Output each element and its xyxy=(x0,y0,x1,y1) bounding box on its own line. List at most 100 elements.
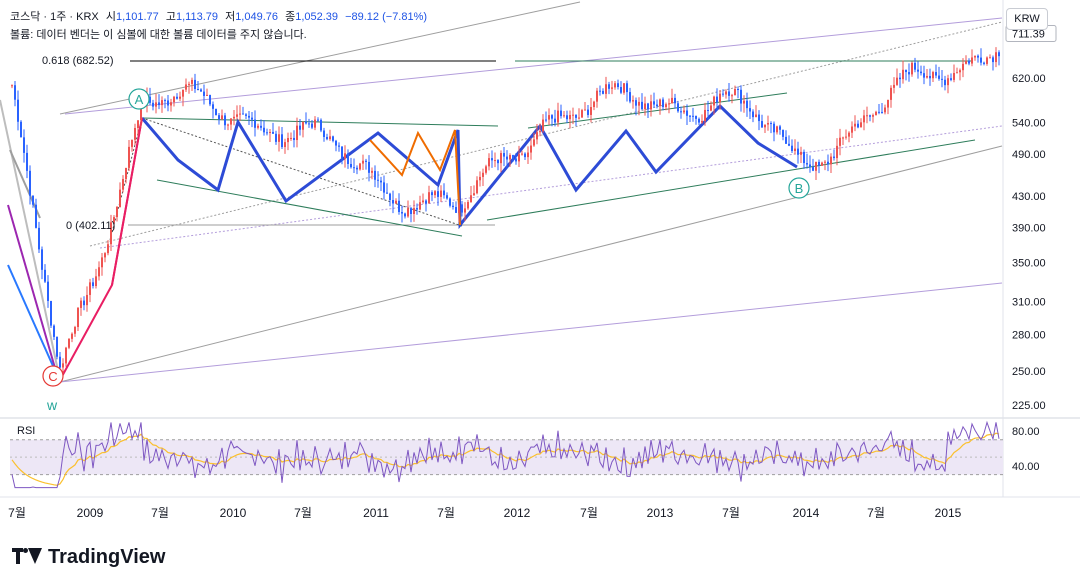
candle xyxy=(44,264,46,284)
candle xyxy=(686,104,688,126)
candle xyxy=(185,78,187,93)
candle xyxy=(842,136,844,145)
channel-line xyxy=(486,139,976,221)
currency-button[interactable]: KRW xyxy=(1006,8,1048,30)
candle xyxy=(638,97,640,116)
candle xyxy=(155,93,157,114)
time-tick-label: 2013 xyxy=(647,506,674,520)
time-tick-label: 7월 xyxy=(722,506,740,520)
candle xyxy=(734,85,736,96)
candle xyxy=(767,115,769,131)
candle xyxy=(905,69,907,81)
high-label: 고 xyxy=(165,11,176,23)
candle xyxy=(518,145,520,167)
candle xyxy=(785,130,787,145)
candle xyxy=(98,261,100,281)
candle xyxy=(227,123,229,131)
candle xyxy=(689,114,691,122)
dotted-line xyxy=(109,117,143,241)
candle xyxy=(233,110,235,126)
candle xyxy=(758,110,760,131)
candle xyxy=(956,67,958,74)
candle xyxy=(245,113,247,120)
volume-note: 볼륨: 데이터 벤더는 이 심볼에 대한 볼륨 데이터를 주지 않습니다. xyxy=(10,29,307,41)
candle xyxy=(263,120,265,136)
candle xyxy=(302,121,304,138)
fib-label-0618: 0.618 (682.52) xyxy=(42,55,114,67)
candle xyxy=(338,142,340,152)
candle xyxy=(539,123,541,137)
candle xyxy=(239,105,241,121)
candle xyxy=(899,73,901,88)
candle xyxy=(860,118,862,128)
candle xyxy=(536,123,538,145)
candle xyxy=(176,93,178,100)
candle xyxy=(50,300,52,328)
candle xyxy=(41,246,43,280)
candle xyxy=(986,56,988,66)
wave-a-marker xyxy=(128,88,150,110)
trend-line xyxy=(59,145,1003,383)
candle xyxy=(863,109,865,131)
candle xyxy=(962,58,964,78)
candle xyxy=(83,296,85,311)
candle xyxy=(476,176,478,195)
candle xyxy=(983,61,985,66)
candle xyxy=(212,101,214,119)
candle xyxy=(128,139,130,172)
candle xyxy=(311,119,313,130)
candle xyxy=(431,190,433,202)
candle xyxy=(623,83,625,95)
tradingview-logo[interactable]: TradingView xyxy=(12,546,165,568)
candle xyxy=(32,195,34,208)
candle xyxy=(989,54,991,59)
price-tick-label: 310.00 xyxy=(1012,296,1046,308)
candle xyxy=(461,200,463,217)
candle xyxy=(164,98,166,109)
symbol-name: 코스닥 · 1주 · KRX xyxy=(10,11,99,23)
candle xyxy=(917,61,919,79)
brand-name: TradingView xyxy=(48,545,166,568)
candle xyxy=(701,114,703,124)
candle xyxy=(341,145,343,165)
candle xyxy=(122,175,124,193)
candle xyxy=(434,190,436,199)
candle xyxy=(110,214,112,251)
candle xyxy=(197,80,199,91)
candle xyxy=(746,92,748,117)
candle xyxy=(353,158,355,173)
candle xyxy=(89,278,91,303)
time-tick-label: 7월 xyxy=(294,506,312,520)
candle xyxy=(773,121,775,142)
candle xyxy=(695,115,697,125)
candle xyxy=(506,150,508,169)
candle xyxy=(65,346,67,367)
candle xyxy=(17,90,19,131)
rsi-tick-label: 40.00 xyxy=(1012,461,1040,473)
candle xyxy=(290,132,292,141)
candle xyxy=(884,104,886,115)
candle xyxy=(836,138,838,166)
candle xyxy=(887,99,889,115)
candle xyxy=(716,88,718,111)
candle xyxy=(869,114,871,122)
candle xyxy=(740,85,742,112)
candle xyxy=(77,306,79,332)
candle xyxy=(875,110,877,116)
candle xyxy=(95,268,97,289)
candle xyxy=(479,171,481,187)
candle xyxy=(275,130,277,145)
candle xyxy=(254,110,256,137)
candle xyxy=(683,105,685,115)
low-value: 1,049.76 xyxy=(235,11,279,23)
candle xyxy=(551,114,553,127)
candle xyxy=(386,183,388,194)
candle xyxy=(812,158,814,172)
candle xyxy=(332,135,334,143)
candle xyxy=(125,167,127,184)
candle xyxy=(293,130,295,148)
candle xyxy=(335,139,337,152)
candle xyxy=(68,338,70,350)
candle xyxy=(995,47,997,68)
